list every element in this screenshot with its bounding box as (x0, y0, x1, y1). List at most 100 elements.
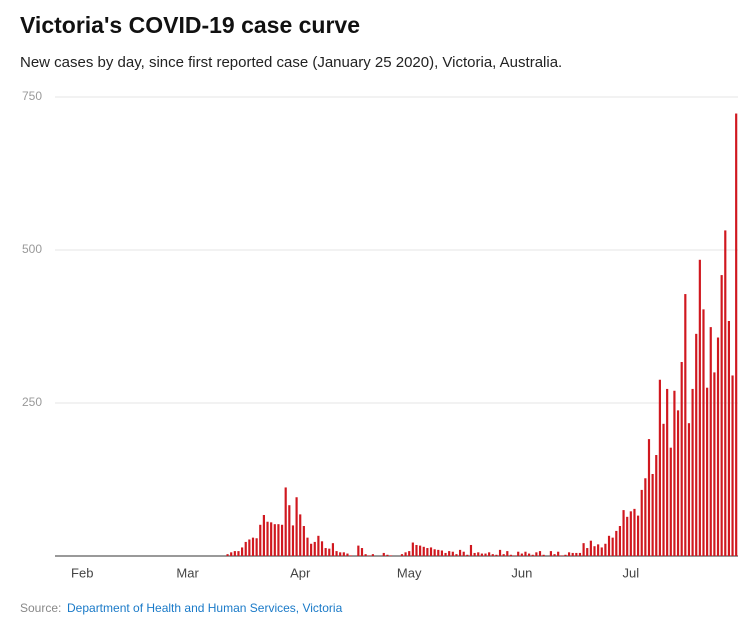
bar (284, 487, 287, 556)
bar (302, 526, 305, 556)
bar (266, 521, 269, 556)
bar (404, 552, 407, 556)
bar (666, 388, 669, 556)
bar (230, 552, 233, 556)
bar (633, 508, 636, 556)
bar (509, 554, 513, 556)
bar (342, 552, 345, 556)
bar (542, 554, 545, 556)
bar (615, 530, 618, 556)
bar (553, 554, 556, 556)
bar (262, 514, 265, 556)
bar (716, 337, 720, 556)
bar (535, 552, 538, 556)
bar (255, 538, 258, 556)
bar (691, 388, 694, 556)
bar (528, 553, 531, 556)
bar (626, 516, 629, 556)
bar (331, 543, 335, 556)
bar (735, 113, 738, 557)
bar (280, 524, 284, 556)
bar (676, 410, 680, 556)
bar (339, 552, 342, 556)
bar (637, 515, 640, 556)
bar (426, 548, 429, 556)
bar (549, 551, 552, 556)
bar (306, 537, 309, 556)
bar (411, 542, 414, 556)
bar (408, 551, 411, 556)
bar (433, 549, 436, 556)
bar (455, 554, 458, 556)
bar (270, 522, 273, 556)
x-tick-label: Jul (623, 565, 640, 580)
bar (488, 552, 491, 556)
bar (444, 552, 447, 556)
bar (724, 230, 727, 556)
bar (687, 423, 691, 556)
bar (695, 333, 698, 556)
bar (448, 551, 451, 556)
bar (644, 478, 647, 556)
y-tick-label: 250 (22, 395, 42, 409)
bar (709, 327, 712, 556)
bar (480, 553, 483, 556)
bar (299, 514, 302, 556)
bar (241, 547, 244, 556)
bar (328, 548, 331, 556)
bar (422, 546, 425, 556)
bar (349, 555, 353, 556)
bar (618, 526, 622, 556)
bar (295, 497, 298, 556)
bar (233, 551, 236, 556)
bar (237, 551, 240, 556)
bar (655, 455, 658, 556)
bar (248, 539, 251, 556)
bar (389, 555, 393, 556)
bar (597, 544, 600, 556)
bar (560, 555, 563, 556)
bar (524, 551, 527, 556)
bar (557, 551, 560, 556)
bar (647, 439, 651, 556)
bar (251, 537, 255, 556)
bar (310, 543, 313, 556)
bar (346, 553, 349, 556)
bar (491, 554, 494, 556)
bar (593, 546, 596, 556)
bar (440, 550, 444, 556)
bar (458, 549, 462, 556)
bar (662, 423, 665, 556)
bar (273, 524, 276, 556)
bar (226, 554, 229, 556)
bar (600, 547, 603, 556)
source-link[interactable]: Department of Health and Human Services,… (67, 601, 343, 615)
bar (313, 541, 316, 556)
bar (368, 555, 371, 556)
bar (622, 510, 625, 556)
bar (364, 554, 367, 556)
bar (684, 294, 687, 556)
bar (629, 511, 632, 556)
bar (477, 552, 480, 556)
bar (288, 505, 291, 556)
bar (371, 554, 374, 556)
bar (727, 320, 731, 556)
chart-subtitle: New cases by day, since first reported c… (20, 54, 562, 71)
bar (244, 541, 247, 556)
bar (324, 548, 327, 556)
bar (484, 553, 487, 556)
x-tick-label: Jun (511, 565, 532, 580)
bar (320, 541, 324, 556)
bar (513, 555, 516, 556)
bar (575, 552, 578, 556)
bar (571, 552, 574, 556)
bar (495, 554, 498, 556)
x-tick-label: Apr (290, 565, 311, 580)
bar (473, 552, 476, 556)
bar (611, 537, 614, 556)
bar (335, 551, 338, 556)
bar (419, 545, 422, 556)
bar (731, 375, 734, 556)
